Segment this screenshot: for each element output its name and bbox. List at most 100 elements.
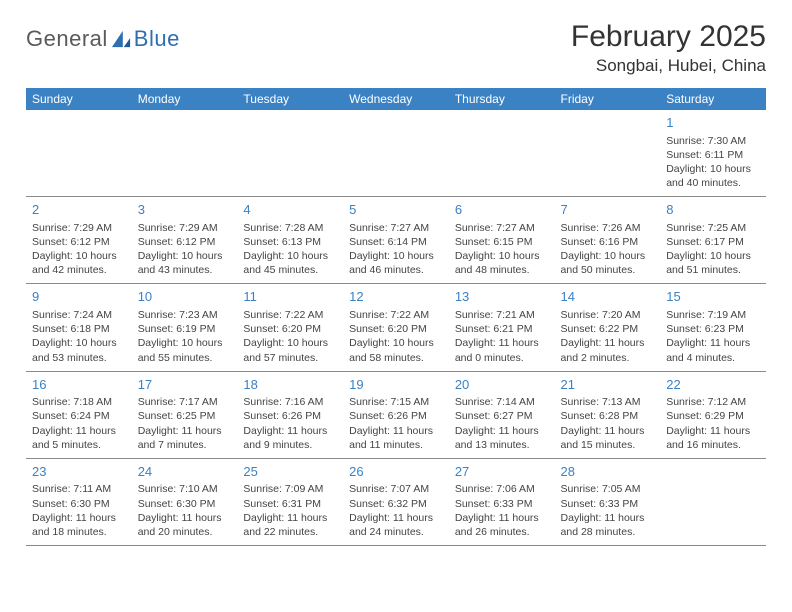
sunset-text: Sunset: 6:23 PM (666, 322, 760, 336)
sunset-text: Sunset: 6:22 PM (561, 322, 655, 336)
sunset-text: Sunset: 6:27 PM (455, 409, 549, 423)
day-number: 3 (138, 201, 232, 219)
daylight-text: Daylight: 11 hours and 5 minutes. (32, 424, 126, 452)
calendar-cell: 10Sunrise: 7:23 AMSunset: 6:19 PMDayligh… (132, 284, 238, 371)
calendar-cell: 15Sunrise: 7:19 AMSunset: 6:23 PMDayligh… (660, 284, 766, 371)
calendar-row: 16Sunrise: 7:18 AMSunset: 6:24 PMDayligh… (26, 371, 766, 458)
daylight-text: Daylight: 10 hours and 58 minutes. (349, 336, 443, 364)
day-number: 16 (32, 376, 126, 394)
daylight-text: Daylight: 11 hours and 11 minutes. (349, 424, 443, 452)
day-number: 13 (455, 288, 549, 306)
sunrise-text: Sunrise: 7:21 AM (455, 308, 549, 322)
calendar-cell: 23Sunrise: 7:11 AMSunset: 6:30 PMDayligh… (26, 458, 132, 545)
sunset-text: Sunset: 6:12 PM (138, 235, 232, 249)
daylight-text: Daylight: 11 hours and 28 minutes. (561, 511, 655, 539)
calendar-row: 9Sunrise: 7:24 AMSunset: 6:18 PMDaylight… (26, 284, 766, 371)
dayname-sunday: Sunday (26, 88, 132, 110)
sunrise-text: Sunrise: 7:27 AM (349, 221, 443, 235)
calendar-cell: 25Sunrise: 7:09 AMSunset: 6:31 PMDayligh… (237, 458, 343, 545)
daylight-text: Daylight: 11 hours and 13 minutes. (455, 424, 549, 452)
sunset-text: Sunset: 6:11 PM (666, 148, 760, 162)
logo-word2: Blue (134, 26, 180, 52)
daylight-text: Daylight: 10 hours and 48 minutes. (455, 249, 549, 277)
sunrise-text: Sunrise: 7:19 AM (666, 308, 760, 322)
calendar-table: Sunday Monday Tuesday Wednesday Thursday… (26, 88, 766, 546)
calendar-cell (132, 110, 238, 197)
daylight-text: Daylight: 11 hours and 18 minutes. (32, 511, 126, 539)
sunset-text: Sunset: 6:30 PM (32, 497, 126, 511)
daylight-text: Daylight: 11 hours and 16 minutes. (666, 424, 760, 452)
day-number: 9 (32, 288, 126, 306)
calendar-cell: 9Sunrise: 7:24 AMSunset: 6:18 PMDaylight… (26, 284, 132, 371)
daylight-text: Daylight: 10 hours and 46 minutes. (349, 249, 443, 277)
dayname-wednesday: Wednesday (343, 88, 449, 110)
day-names-row: Sunday Monday Tuesday Wednesday Thursday… (26, 88, 766, 110)
calendar-cell (26, 110, 132, 197)
calendar-cell: 19Sunrise: 7:15 AMSunset: 6:26 PMDayligh… (343, 371, 449, 458)
calendar-cell: 3Sunrise: 7:29 AMSunset: 6:12 PMDaylight… (132, 197, 238, 284)
calendar-cell: 2Sunrise: 7:29 AMSunset: 6:12 PMDaylight… (26, 197, 132, 284)
day-number: 12 (349, 288, 443, 306)
daylight-text: Daylight: 11 hours and 15 minutes. (561, 424, 655, 452)
day-number: 10 (138, 288, 232, 306)
dayname-friday: Friday (555, 88, 661, 110)
dayname-tuesday: Tuesday (237, 88, 343, 110)
sunset-text: Sunset: 6:20 PM (243, 322, 337, 336)
sunrise-text: Sunrise: 7:17 AM (138, 395, 232, 409)
sunset-text: Sunset: 6:21 PM (455, 322, 549, 336)
daylight-text: Daylight: 11 hours and 9 minutes. (243, 424, 337, 452)
calendar-cell: 4Sunrise: 7:28 AMSunset: 6:13 PMDaylight… (237, 197, 343, 284)
calendar-cell: 12Sunrise: 7:22 AMSunset: 6:20 PMDayligh… (343, 284, 449, 371)
daylight-text: Daylight: 10 hours and 43 minutes. (138, 249, 232, 277)
sunset-text: Sunset: 6:12 PM (32, 235, 126, 249)
sunset-text: Sunset: 6:26 PM (243, 409, 337, 423)
sunset-text: Sunset: 6:16 PM (561, 235, 655, 249)
daylight-text: Daylight: 11 hours and 20 minutes. (138, 511, 232, 539)
sunset-text: Sunset: 6:31 PM (243, 497, 337, 511)
sunset-text: Sunset: 6:13 PM (243, 235, 337, 249)
sunset-text: Sunset: 6:18 PM (32, 322, 126, 336)
calendar-cell (343, 110, 449, 197)
calendar-cell: 6 Sunrise: 7:27 AMSunset: 6:15 PMDaylight… (449, 197, 555, 284)
sunset-text: Sunset: 6:19 PM (138, 322, 232, 336)
sunrise-text: Sunrise: 7:18 AM (32, 395, 126, 409)
day-number: 15 (666, 288, 760, 306)
day-number: 25 (243, 463, 337, 481)
day-number: 4 (243, 201, 337, 219)
sunset-text: Sunset: 6:15 PM (455, 235, 549, 249)
calendar-cell: 18Sunrise: 7:16 AMSunset: 6:26 PMDayligh… (237, 371, 343, 458)
sunrise-text: Sunrise: 7:27 AM (455, 221, 549, 235)
sunset-text: Sunset: 6:29 PM (666, 409, 760, 423)
calendar-cell: 17Sunrise: 7:17 AMSunset: 6:25 PMDayligh… (132, 371, 238, 458)
day-number: 11 (243, 288, 337, 306)
sunrise-text: Sunrise: 7:05 AM (561, 482, 655, 496)
day-number: 6 (455, 201, 549, 219)
day-number: 20 (455, 376, 549, 394)
sunset-text: Sunset: 6:17 PM (666, 235, 760, 249)
daylight-text: Daylight: 11 hours and 26 minutes. (455, 511, 549, 539)
sunset-text: Sunset: 6:30 PM (138, 497, 232, 511)
day-number: 8 (666, 201, 760, 219)
calendar-cell: 7Sunrise: 7:26 AMSunset: 6:16 PMDaylight… (555, 197, 661, 284)
calendar-cell: 22Sunrise: 7:12 AMSunset: 6:29 PMDayligh… (660, 371, 766, 458)
month-title: February 2025 (571, 20, 766, 54)
location: Songbai, Hubei, China (571, 56, 766, 76)
sunrise-text: Sunrise: 7:07 AM (349, 482, 443, 496)
sunrise-text: Sunrise: 7:23 AM (138, 308, 232, 322)
sunrise-text: Sunrise: 7:09 AM (243, 482, 337, 496)
sunrise-text: Sunrise: 7:15 AM (349, 395, 443, 409)
day-number: 22 (666, 376, 760, 394)
sunrise-text: Sunrise: 7:25 AM (666, 221, 760, 235)
sunset-text: Sunset: 6:33 PM (455, 497, 549, 511)
calendar-cell (237, 110, 343, 197)
calendar-row: 2Sunrise: 7:29 AMSunset: 6:12 PMDaylight… (26, 197, 766, 284)
day-number: 2 (32, 201, 126, 219)
sunset-text: Sunset: 6:33 PM (561, 497, 655, 511)
day-number: 5 (349, 201, 443, 219)
calendar-cell: 26Sunrise: 7:07 AMSunset: 6:32 PMDayligh… (343, 458, 449, 545)
sunrise-text: Sunrise: 7:26 AM (561, 221, 655, 235)
day-number: 26 (349, 463, 443, 481)
daylight-text: Daylight: 10 hours and 53 minutes. (32, 336, 126, 364)
sunset-text: Sunset: 6:20 PM (349, 322, 443, 336)
calendar-row: 1Sunrise: 7:30 AMSunset: 6:11 PMDaylight… (26, 110, 766, 197)
